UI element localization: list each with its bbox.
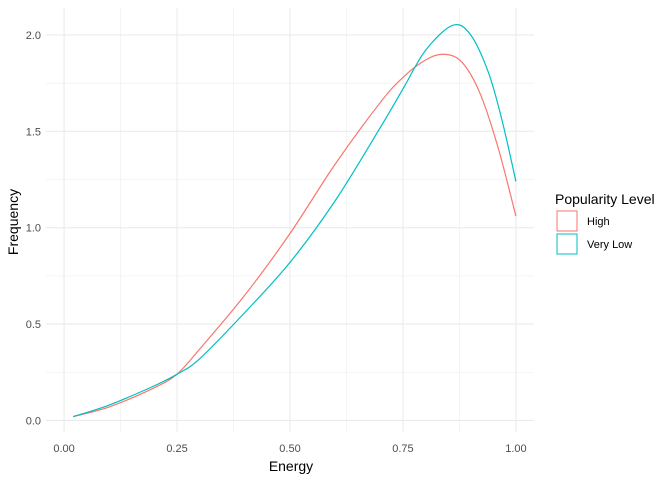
y-tick-label: 1.5 xyxy=(26,126,41,138)
y-tick-label: 0.0 xyxy=(26,415,41,427)
x-axis-ticks: 0.00 0.25 0.50 0.75 1.00 xyxy=(53,443,526,455)
x-axis-title: Energy xyxy=(269,458,313,474)
x-tick-label: 0.00 xyxy=(53,443,74,455)
series-line-high xyxy=(72,53,517,418)
x-tick-label: 0.75 xyxy=(392,443,413,455)
x-tick-label: 1.00 xyxy=(505,443,526,455)
legend-label-very-low: Very Low xyxy=(587,239,632,251)
y-tick-label: 1.0 xyxy=(26,223,41,235)
series-line-very-low xyxy=(72,24,517,418)
legend-label-high: High xyxy=(587,216,610,228)
major-gridlines xyxy=(46,8,534,432)
legend-key-high xyxy=(556,210,578,232)
y-tick-label: 2.0 xyxy=(26,30,41,42)
y-axis-title: Frequency xyxy=(5,189,21,255)
legend-swatch-very-low xyxy=(556,233,578,255)
y-tick-label: 0.5 xyxy=(26,319,41,331)
legend-title: Popularity Level xyxy=(555,191,655,207)
legend-swatch-high xyxy=(556,210,578,232)
legend-key-very-low xyxy=(556,233,578,255)
y-axis-ticks: 0.0 0.5 1.0 1.5 2.0 xyxy=(26,30,41,427)
x-tick-label: 0.25 xyxy=(166,443,187,455)
series-lines xyxy=(72,24,517,418)
legend: Popularity Level High Very Low xyxy=(555,191,655,255)
x-tick-label: 0.50 xyxy=(279,443,300,455)
